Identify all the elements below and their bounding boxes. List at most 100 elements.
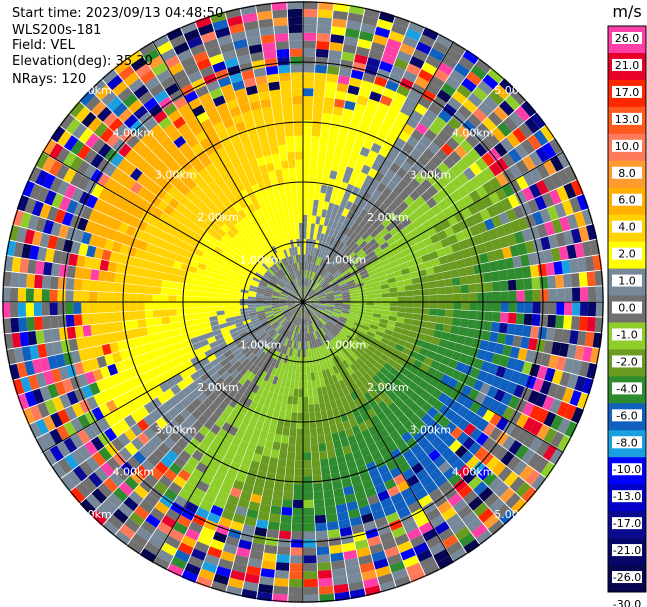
velocity-cell xyxy=(315,265,321,274)
velocity-cell xyxy=(409,55,425,69)
velocity-cell xyxy=(130,181,143,195)
velocity-cell xyxy=(78,243,89,256)
velocity-cell xyxy=(244,573,260,584)
velocity-cell xyxy=(306,262,310,271)
velocity-cell xyxy=(377,213,387,224)
velocity-cell xyxy=(128,78,145,93)
velocity-cell xyxy=(241,263,250,271)
velocity-cell xyxy=(100,201,113,216)
velocity-cell xyxy=(310,297,319,301)
velocity-cell xyxy=(111,409,124,423)
velocity-cell xyxy=(398,392,409,403)
velocity-cell xyxy=(547,275,557,289)
velocity-cell xyxy=(287,322,293,331)
velocity-cell xyxy=(312,314,318,322)
velocity-cell xyxy=(457,405,470,418)
velocity-cell xyxy=(142,251,153,261)
velocity-cell xyxy=(283,311,291,317)
velocity-cell xyxy=(90,153,104,169)
velocity-cell xyxy=(155,332,166,341)
velocity-cell xyxy=(341,308,350,312)
velocity-cell xyxy=(337,319,346,326)
velocity-cell xyxy=(150,341,160,351)
velocity-cell xyxy=(257,10,273,21)
velocity-cell xyxy=(194,217,205,228)
velocity-cell xyxy=(527,198,540,214)
velocity-cell xyxy=(529,405,542,420)
velocity-cell xyxy=(288,167,296,176)
velocity-cell xyxy=(293,388,299,397)
velocity-cell xyxy=(168,295,177,302)
velocity-cell xyxy=(322,284,331,291)
velocity-cell xyxy=(233,315,242,321)
velocity-cell xyxy=(488,162,502,177)
velocity-cell xyxy=(410,148,423,161)
velocity-cell xyxy=(540,353,551,367)
velocity-cell xyxy=(315,287,323,293)
velocity-cell xyxy=(35,260,45,275)
velocity-cell xyxy=(278,530,291,540)
velocity-cell xyxy=(349,329,358,337)
velocity-cell xyxy=(168,302,177,310)
velocity-cell xyxy=(319,279,327,287)
velocity-cell xyxy=(479,137,494,152)
velocity-cell xyxy=(354,539,369,550)
velocity-cell xyxy=(133,385,146,398)
velocity-cell xyxy=(472,86,488,102)
velocity-cell xyxy=(303,167,310,176)
velocity-cell xyxy=(515,278,525,291)
velocity-cell xyxy=(355,316,365,322)
velocity-cell xyxy=(336,321,345,328)
velocity-cell xyxy=(373,394,383,405)
velocity-cell xyxy=(239,295,248,300)
velocity-cell xyxy=(317,160,325,169)
velocity-cell xyxy=(570,316,580,331)
velocity-cell xyxy=(328,255,336,264)
velocity-cell xyxy=(357,292,366,297)
velocity-cell xyxy=(444,286,454,295)
velocity-cell xyxy=(438,460,452,474)
velocity-cell xyxy=(182,110,196,123)
velocity-cell xyxy=(335,345,343,354)
velocity-cell xyxy=(382,197,393,208)
velocity-cell xyxy=(292,289,298,297)
velocity-cell xyxy=(366,98,380,110)
velocity-cell xyxy=(342,377,351,387)
velocity-cell xyxy=(283,310,291,316)
velocity-cell xyxy=(587,286,597,302)
velocity-cell xyxy=(427,321,436,330)
velocity-cell xyxy=(307,341,311,350)
velocity-cell xyxy=(481,152,495,167)
velocity-cell xyxy=(193,431,206,443)
velocity-cell xyxy=(502,406,515,421)
velocity-cell xyxy=(255,349,264,358)
velocity-cell xyxy=(295,436,303,445)
velocity-cell xyxy=(200,118,213,131)
velocity-cell xyxy=(161,168,174,181)
velocity-cell xyxy=(288,323,294,331)
velocity-cell xyxy=(384,328,394,336)
velocity-cell xyxy=(369,543,384,555)
velocity-cell xyxy=(311,215,317,224)
velocity-cell xyxy=(539,208,552,223)
velocity-cell xyxy=(224,309,233,315)
velocity-cell xyxy=(364,283,373,289)
velocity-cell xyxy=(372,285,382,291)
velocity-cell xyxy=(310,324,315,333)
velocity-cell xyxy=(397,178,409,190)
velocity-cell xyxy=(354,336,363,344)
velocity-cell xyxy=(66,199,79,214)
velocity-cell xyxy=(311,255,316,264)
velocity-cell xyxy=(163,468,178,482)
velocity-cell xyxy=(400,548,416,561)
velocity-cell xyxy=(411,462,425,475)
velocity-cell xyxy=(283,346,289,355)
velocity-cell xyxy=(212,197,223,208)
velocity-cell xyxy=(292,199,298,208)
velocity-cell xyxy=(303,555,317,564)
velocity-cell xyxy=(344,237,353,247)
velocity-cell xyxy=(463,167,476,181)
velocity-cell xyxy=(251,542,265,553)
velocity-cell xyxy=(131,194,144,207)
velocity-cell xyxy=(252,200,261,211)
